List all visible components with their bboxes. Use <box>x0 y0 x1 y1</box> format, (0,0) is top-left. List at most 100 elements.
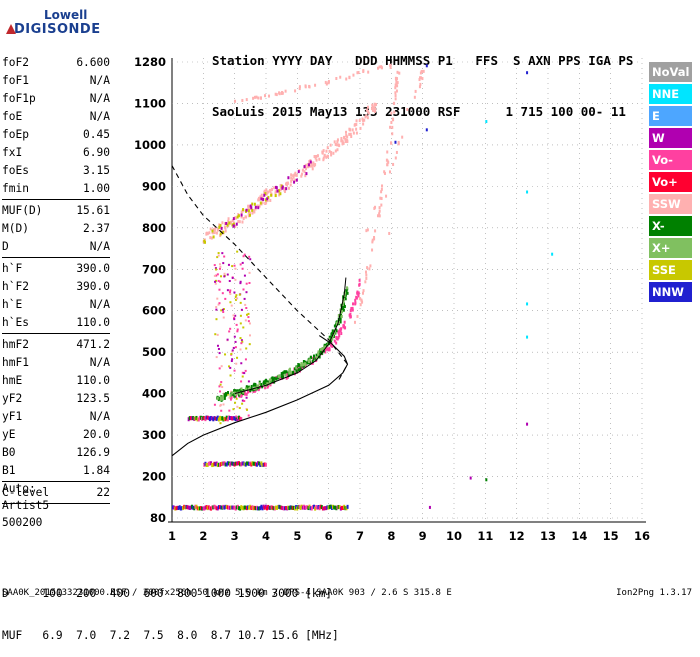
parameter-value: 110.0 <box>76 374 110 387</box>
ssw-echo-dot <box>304 85 307 89</box>
es-echo-dot <box>251 461 254 466</box>
electron-density-profile-line <box>171 335 349 457</box>
parameter-label: yE <box>2 428 16 441</box>
second-hop-echo-dot <box>213 228 216 232</box>
second-hop-echo-dot <box>264 202 267 206</box>
f2-o-echo-dot <box>358 283 361 287</box>
ssw-branch-dot <box>360 298 363 302</box>
f2-xplus-echo-dot <box>307 359 310 363</box>
second-hop-echo-dot <box>334 143 337 147</box>
es-echo-dot <box>219 463 221 468</box>
ssw-branch-dot <box>383 170 386 174</box>
w-echo-dot <box>260 197 263 201</box>
second-hop-echo-dot <box>278 193 281 197</box>
parameter-row: MUF(D) 15.61 <box>2 202 110 220</box>
second-hop-echo-dot <box>346 140 349 144</box>
w-echo-dot <box>276 189 279 193</box>
ssw-branch-dot <box>378 209 381 213</box>
spread-echo-dot <box>215 268 218 271</box>
es-echo-dot <box>232 416 235 421</box>
legend-item-vo: Vo- <box>649 150 692 170</box>
f2-o-echo-dot <box>247 389 250 393</box>
y-tick-label: 1100 <box>134 96 166 110</box>
ssw-branch-dot <box>391 117 394 121</box>
spread-echo-dot <box>234 298 237 301</box>
es-echo-dot <box>222 504 225 509</box>
spread-echo-dot <box>240 380 243 383</box>
second-hop-echo-dot <box>355 119 358 123</box>
second-hop-echo-dot <box>259 195 262 199</box>
parameter-row: yF1 N/A <box>2 408 110 426</box>
spread-echo-dot <box>227 263 230 266</box>
ssw-branch-dot <box>380 190 383 194</box>
second-hop-echo-dot <box>330 153 333 157</box>
es-echo-dot <box>287 505 290 510</box>
second-hop-echo-dot <box>240 210 243 214</box>
second-hop-echo-dot <box>304 174 307 178</box>
f2-x-echo-dot <box>342 295 345 299</box>
second-hop-echo-dot <box>311 167 314 171</box>
spread-echo-dot <box>244 358 247 361</box>
isolated-echo-dot <box>485 120 488 124</box>
parameter-row: hmF2 471.2 <box>2 336 110 354</box>
second-hop-echo-dot <box>332 151 335 155</box>
f2-x-echo-dot <box>261 385 264 389</box>
w-echo-dot <box>293 180 296 184</box>
f2-xplus-echo-dot <box>324 345 327 349</box>
es-echo-dot <box>183 504 186 509</box>
es-echo-dot <box>296 506 299 511</box>
f2-x-echo-dot <box>319 350 322 354</box>
es-echo-dot <box>276 505 279 510</box>
spread-echo-dot <box>233 264 236 267</box>
ssw-branch-dot <box>365 273 368 277</box>
spread-echo-dot <box>218 385 221 388</box>
f2-xplus-echo-dot <box>256 384 259 388</box>
spread-echo-dot <box>238 407 241 410</box>
ssw-branch-dot <box>419 76 422 80</box>
y-tick-label: 300 <box>142 428 166 442</box>
parameter-row: h`Es 110.0 <box>2 314 110 332</box>
spread-echo-dot <box>218 263 221 266</box>
f2-x-echo-dot <box>236 389 239 393</box>
ssw-branch-dot <box>396 70 399 74</box>
spread-echo-dot <box>215 274 218 277</box>
ssw-echo-dot <box>325 82 328 86</box>
f2-o-echo-dot <box>354 298 357 302</box>
second-hop-echo-dot <box>307 165 310 169</box>
spread-echo-dot <box>235 323 238 326</box>
second-hop-echo-dot <box>340 137 343 141</box>
f2-x-echo-dot <box>304 360 307 364</box>
spread-echo-dot <box>223 275 226 278</box>
sse-echo-dot <box>228 221 231 225</box>
es-echo-dot <box>329 504 332 509</box>
f2-xplus-echo-dot <box>288 371 291 375</box>
spread-echo-dot <box>248 343 251 346</box>
spread-echo-dot <box>230 360 233 363</box>
second-hop-echo-dot <box>269 189 272 193</box>
es-echo-dot <box>236 504 239 509</box>
ssw-branch-dot <box>371 248 374 252</box>
f2-o-echo-dot <box>343 320 346 324</box>
sse-echo-dot <box>253 202 256 206</box>
es-echo-dot <box>214 505 217 510</box>
ssw-echo-dot <box>356 71 359 75</box>
f2-xplus-echo-dot <box>342 298 345 302</box>
es-echo-dot <box>234 506 237 511</box>
scaled-parameters-panel: foF2 6.600 foF1 N/A foF1p N/A foE N/A foEp 0.45 fx… <box>2 54 110 506</box>
w-echo-dot <box>250 206 253 210</box>
es-echo-dot <box>250 505 253 510</box>
second-hop-echo-dot <box>355 127 358 131</box>
ssw-branch-dot <box>391 125 394 129</box>
ssw-echo-dot <box>389 65 392 69</box>
spread-echo-dot <box>221 386 224 389</box>
f2-o-echo-dot <box>336 337 339 341</box>
es-echo-dot <box>210 461 213 466</box>
spread-echo-dot <box>215 306 218 309</box>
es-echo-dot <box>292 505 295 510</box>
second-hop-echo-dot <box>261 196 264 200</box>
spread-echo-dot <box>245 396 248 399</box>
es-echo-dot <box>252 506 255 511</box>
parameter-label: h`E <box>2 298 23 311</box>
f2-xplus-echo-dot <box>333 332 336 336</box>
legend-item-vo: Vo+ <box>649 172 692 192</box>
